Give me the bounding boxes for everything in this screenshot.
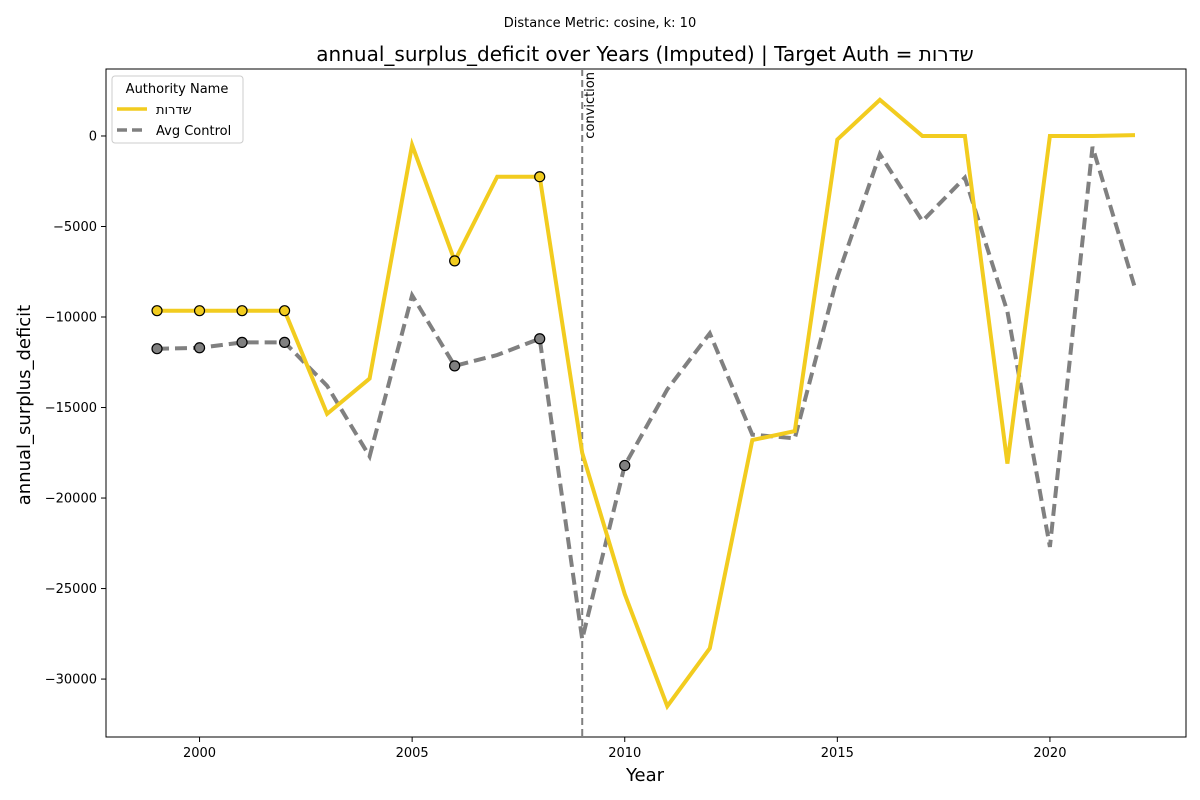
annotation-layer: conviction: [581, 69, 598, 737]
y-tick-label: −25000: [45, 582, 97, 597]
x-axis-title: Year: [625, 765, 665, 786]
marker-control: [278, 336, 291, 348]
plot-frame: [105, 68, 1187, 738]
y-tick-label: −5000: [53, 220, 97, 235]
marker-target: [236, 305, 248, 317]
legend-title: Authority Name: [126, 82, 229, 97]
marker-control: [193, 342, 206, 354]
legend: Authority Name שדרות Avg Control: [111, 75, 244, 144]
y-tick-label: −10000: [45, 311, 97, 326]
chart-supertitle: Distance Metric: cosine, k: 10: [504, 16, 696, 31]
marker-layer: [151, 171, 631, 472]
plot-area: [105, 68, 1187, 738]
marker-control: [449, 360, 461, 372]
series-line-target: [157, 97, 1136, 711]
x-tick-label: 2020: [1033, 746, 1066, 761]
marker-target: [193, 305, 206, 317]
marker-control: [151, 343, 163, 355]
x-axis: 2000 2005 2010 2015 2020: [183, 737, 1066, 761]
conviction-label: conviction: [583, 72, 598, 139]
y-axis: 0 −5000 −10000 −15000 −20000 −25000 −30000: [45, 129, 106, 688]
legend-label-target: שדרות: [156, 103, 192, 118]
y-tick-label: 0: [89, 129, 97, 144]
y-axis-title: annual_surplus_deficit: [14, 305, 35, 505]
marker-control: [236, 336, 248, 348]
x-tick-label: 2000: [183, 746, 216, 761]
marker-control: [534, 333, 546, 345]
legend-label-control: Avg Control: [156, 124, 231, 139]
marker-target: [449, 255, 461, 267]
chart-title: annual_surplus_deficit over Years (Imput…: [316, 42, 973, 66]
series-layer: [156, 97, 1137, 711]
y-tick-label: −15000: [45, 401, 97, 416]
x-tick-label: 2015: [821, 746, 854, 761]
marker-target: [278, 305, 291, 317]
marker-target: [534, 171, 546, 183]
marker-control: [619, 459, 631, 472]
x-tick-label: 2005: [396, 746, 429, 761]
series-line-control: [156, 146, 1137, 640]
legend-box: [111, 75, 244, 144]
y-tick-label: −30000: [45, 673, 97, 688]
marker-target: [151, 305, 163, 317]
x-tick-label: 2010: [608, 746, 641, 761]
y-tick-label: −20000: [45, 492, 97, 507]
